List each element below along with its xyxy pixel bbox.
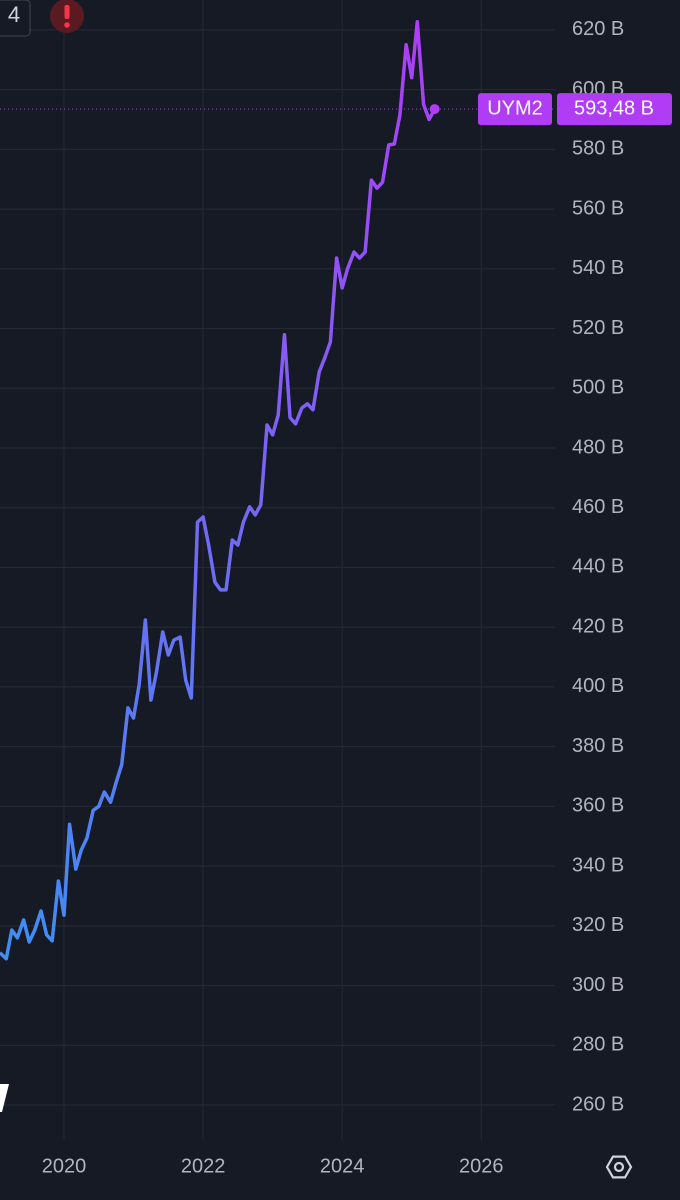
toolbar-box[interactable] — [0, 0, 31, 37]
logo — [0, 1084, 9, 1112]
settings-center — [613, 1161, 625, 1173]
settings-hex — [605, 1155, 633, 1179]
y-tick-label: 620 B — [572, 18, 624, 40]
y-tick-label: 500 B — [572, 377, 624, 399]
series-line — [0, 20, 437, 961]
legend-entry: UYM2 — [487, 97, 543, 119]
y-tick-label: 260 B — [572, 1093, 624, 1115]
y-tick-label: 340 B — [572, 854, 624, 876]
series-badge — [478, 93, 552, 126]
y-tick-label: 460 B — [572, 496, 624, 518]
y-tick-label: 580 B — [572, 138, 624, 160]
grid — [0, 0, 555, 1140]
settings-icon[interactable] — [605, 1155, 633, 1179]
y-tick-label: 280 B — [572, 1034, 624, 1056]
y-tick-label: 320 B — [572, 914, 624, 936]
y-tick-label: 420 B — [572, 615, 624, 637]
y-tick-label: 440 B — [572, 556, 624, 578]
x-tick-label: 2024 — [320, 1155, 365, 1177]
y-tick-label: 540 B — [572, 257, 624, 279]
y-tick-label: 560 B — [572, 197, 624, 219]
y-tick-label: 360 B — [572, 795, 624, 817]
y-tick-label: 520 B — [572, 317, 624, 339]
x-tick-label: 2026 — [459, 1155, 504, 1177]
y-tick-label: 300 B — [572, 974, 624, 996]
alert-dot — [64, 22, 70, 28]
axes: 260 B 280 B 300 B 320 B 340 B 360 B 380 B 400 B… — [42, 18, 672, 1177]
value-label: 593,48 B — [574, 97, 654, 119]
x-tick-label: 2020 — [42, 1155, 87, 1177]
y-tick-label: 480 B — [572, 436, 624, 458]
price-badge — [557, 93, 672, 126]
y-tick-label: 380 B — [572, 735, 624, 757]
alert-icon[interactable] — [50, 0, 84, 33]
plot — [0, 20, 555, 961]
last-point — [429, 104, 440, 115]
toolbar-number: 4 — [8, 2, 20, 27]
y-tick-label: 400 B — [572, 675, 624, 697]
alert-bar — [64, 5, 70, 19]
x-tick-label: 2022 — [181, 1155, 226, 1177]
